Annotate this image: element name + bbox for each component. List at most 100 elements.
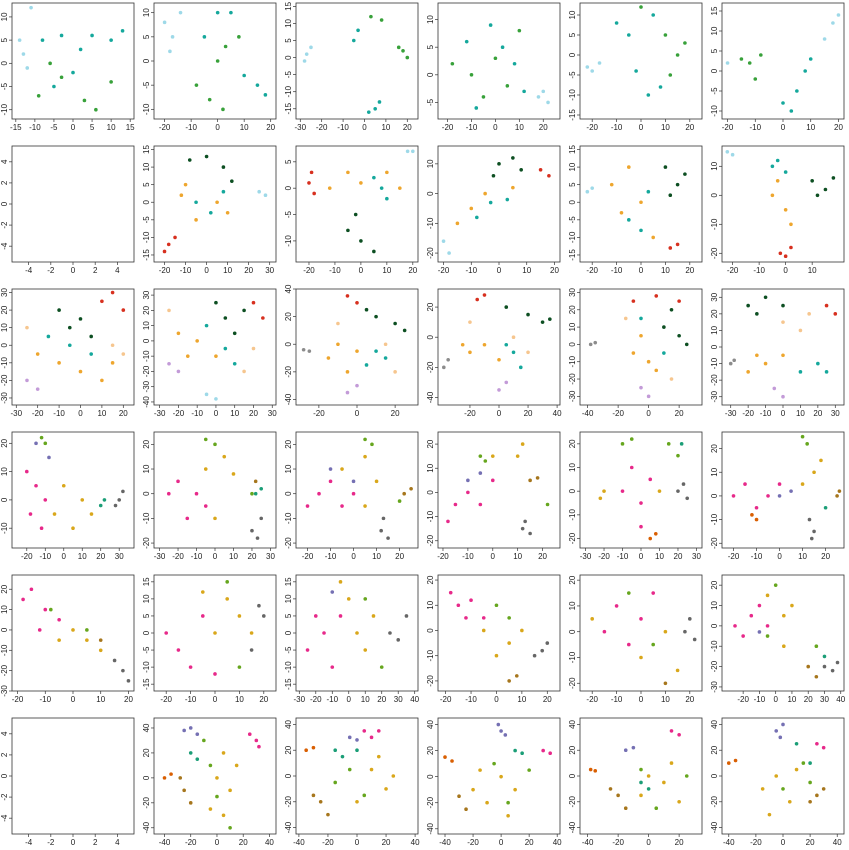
x-tick-label: -10 xyxy=(329,266,341,275)
point xyxy=(89,334,93,339)
point xyxy=(179,193,184,198)
y-tick-label: 20 xyxy=(284,312,293,321)
point xyxy=(733,624,737,628)
point xyxy=(654,368,659,373)
y-tick-label: 10 xyxy=(426,159,435,168)
y-tick-label: 10 xyxy=(284,464,293,473)
point xyxy=(202,738,206,743)
x-tick-label: -10 xyxy=(754,695,766,704)
point xyxy=(59,75,64,80)
point xyxy=(468,350,472,355)
point xyxy=(646,394,651,399)
point xyxy=(237,665,242,669)
x-tick-label: 20 xyxy=(377,695,386,704)
point xyxy=(478,768,482,772)
point xyxy=(364,307,369,312)
point xyxy=(466,478,470,483)
point xyxy=(639,333,643,338)
point xyxy=(540,648,545,653)
x-tick-label: -20 xyxy=(586,695,598,704)
point xyxy=(85,628,89,632)
x-tick-label: -10 xyxy=(185,695,197,704)
point xyxy=(627,165,631,169)
point xyxy=(222,454,227,459)
y-tick-label: 0 xyxy=(284,491,293,496)
x-tick-label: -20 xyxy=(464,409,476,418)
point xyxy=(688,617,692,621)
point xyxy=(170,35,175,39)
point xyxy=(213,672,217,676)
y-tick-label: -10 xyxy=(710,218,719,230)
x-tick-label: 10 xyxy=(372,552,381,561)
point xyxy=(194,200,198,205)
plot-frame xyxy=(437,431,561,549)
plot-frame xyxy=(721,431,845,549)
point xyxy=(747,61,752,65)
x-tick-label: -20 xyxy=(737,695,749,704)
point xyxy=(102,498,107,502)
point xyxy=(24,469,29,474)
x-tick-label: -30 xyxy=(10,409,22,418)
point xyxy=(208,763,213,768)
point xyxy=(188,726,193,730)
y-tick-label: -10 xyxy=(568,231,577,243)
point xyxy=(500,45,505,49)
y-tick-label: 15 xyxy=(142,577,151,586)
x-tick-label: -10 xyxy=(326,695,338,704)
point xyxy=(386,536,390,540)
x-tick-label: 20 xyxy=(395,552,404,561)
y-tick-label: 10 xyxy=(710,325,719,334)
point xyxy=(384,787,388,791)
panel: -40 -20 0 20 -40 -20 0 20 40 xyxy=(568,717,703,847)
y-tick-label: -10 xyxy=(284,85,293,97)
point xyxy=(43,498,48,502)
point xyxy=(662,780,666,785)
point xyxy=(765,624,770,628)
point xyxy=(67,343,72,348)
point xyxy=(369,14,373,19)
x-tick-label: 20 xyxy=(674,552,683,561)
x-tick-label: 0 xyxy=(646,409,651,418)
x-tick-label: 10 xyxy=(515,123,524,132)
point xyxy=(185,516,190,521)
point xyxy=(121,668,125,673)
x-tick-label: 40 xyxy=(410,695,419,704)
point xyxy=(808,799,812,804)
point xyxy=(450,61,455,66)
point xyxy=(789,222,793,227)
point xyxy=(750,513,754,517)
y-tick-label: -40 xyxy=(426,822,435,834)
point xyxy=(185,354,190,358)
point xyxy=(653,531,658,536)
y-tick-label: -5 xyxy=(0,82,9,90)
point xyxy=(657,489,662,493)
x-tick-label: -20 xyxy=(32,409,44,418)
y-tick-label: 0 xyxy=(426,191,435,196)
point xyxy=(355,631,359,635)
point xyxy=(411,149,415,154)
point xyxy=(648,477,653,482)
point xyxy=(783,254,788,258)
point xyxy=(366,110,371,114)
point xyxy=(835,494,839,498)
x-tick-label: 10 xyxy=(381,123,390,132)
y-tick-label: 20 xyxy=(426,302,435,311)
point xyxy=(651,642,655,647)
point xyxy=(808,780,812,785)
point xyxy=(207,97,212,102)
x-tick-label: 40 xyxy=(833,838,842,847)
plot-frame xyxy=(295,2,419,120)
point xyxy=(363,597,368,601)
x-tick-label: 40 xyxy=(411,838,420,847)
point xyxy=(627,642,631,647)
point xyxy=(126,679,131,683)
point xyxy=(757,603,762,608)
point xyxy=(169,772,173,776)
point xyxy=(822,37,827,41)
x-tick-label: 20 xyxy=(119,409,128,418)
x-tick-label: -20 xyxy=(21,552,33,561)
point xyxy=(781,394,785,399)
y-tick-label: 10 xyxy=(0,12,9,21)
y-tick-label: 10 xyxy=(142,8,151,17)
point xyxy=(598,496,603,501)
